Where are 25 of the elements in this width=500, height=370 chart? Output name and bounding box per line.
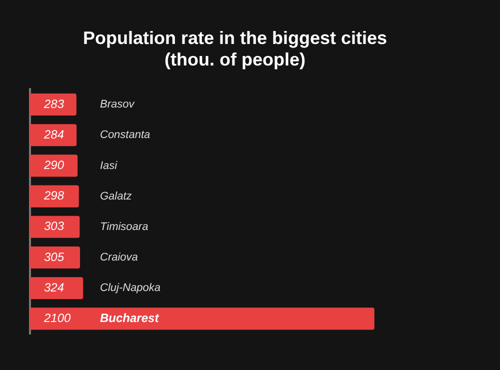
data-label: 324 [44,280,64,294]
y-tick-label: Bucharest [100,311,160,326]
data-label: 298 [43,188,64,203]
y-tick-label: Timisoara [100,220,148,233]
chart-title: Population rate in the biggest cities (thou. of people) [82,28,388,70]
y-tick-label: Cluj-Napoka [100,282,161,294]
data-label: 2100 [43,311,72,326]
bar [30,93,76,116]
bar [30,246,80,269]
bar [30,277,84,300]
bar [30,216,80,238]
bar [30,154,78,177]
data-label: 283 [43,96,64,111]
y-tick-label: Iasi [100,160,118,172]
data-label: 284 [43,127,64,142]
y-tick-label: Craiova [100,252,138,264]
bar [30,124,77,146]
y-tick-label: Galatz [100,190,132,202]
y-tick-label: Constanta [100,129,150,142]
bar [30,185,79,208]
bar [30,308,374,330]
y-tick-label: Brasov [100,98,136,111]
data-label: 305 [44,250,64,264]
data-label: 303 [44,219,64,234]
data-label: 290 [43,158,64,172]
